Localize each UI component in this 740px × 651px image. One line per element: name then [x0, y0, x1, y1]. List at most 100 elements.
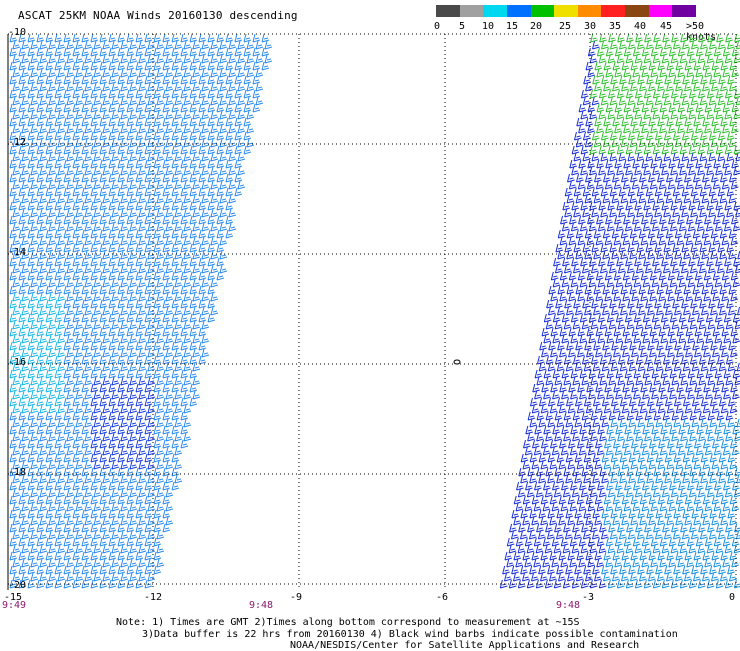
wind-barb	[261, 61, 270, 71]
wind-barb	[609, 530, 618, 540]
wind-barb	[734, 264, 740, 274]
wind-barb	[102, 264, 111, 274]
wind-barb	[120, 418, 129, 428]
wind-barb	[264, 40, 273, 50]
wind-barb	[57, 96, 66, 106]
wind-barb	[36, 509, 45, 519]
wind-barb	[529, 509, 538, 519]
wind-barb	[138, 166, 147, 176]
wind-barb	[126, 229, 135, 239]
wind-barb	[725, 376, 734, 386]
wind-barb	[636, 152, 645, 162]
wind-barb	[634, 257, 642, 267]
wind-barb	[717, 530, 726, 540]
wind-barb	[54, 537, 63, 547]
wind-barb	[174, 474, 183, 484]
wind-barb	[676, 236, 685, 246]
wind-barb	[54, 327, 63, 337]
wind-barb	[12, 68, 21, 78]
wind-barb	[584, 285, 593, 295]
wind-barb	[518, 523, 526, 533]
wind-barb	[93, 194, 102, 204]
wind-barb	[667, 439, 675, 449]
wind-barb	[102, 180, 111, 190]
wind-barb	[261, 33, 270, 43]
wind-barb	[701, 341, 709, 351]
wind-barb	[171, 229, 180, 239]
wind-barb	[630, 516, 638, 526]
wind-barb	[560, 446, 569, 456]
wind-barb	[592, 418, 601, 428]
wind-barb	[520, 565, 528, 575]
wind-barb	[577, 383, 585, 393]
wind-barb	[702, 516, 710, 526]
wind-barb	[698, 523, 706, 533]
wind-barb	[63, 103, 72, 113]
wind-barb	[614, 68, 623, 78]
wind-barb	[631, 439, 639, 449]
wind-barb	[189, 397, 198, 407]
wind-barb	[45, 103, 54, 113]
wind-barb	[36, 495, 45, 505]
wind-barb	[708, 131, 717, 141]
wind-barb	[602, 341, 610, 351]
wind-barb	[666, 404, 675, 414]
wind-barb	[597, 390, 605, 400]
wind-barb	[219, 250, 228, 260]
wind-barb	[598, 544, 607, 554]
wind-barb	[165, 110, 174, 120]
wind-barb	[552, 390, 560, 400]
wind-barb	[668, 103, 677, 113]
wind-barb	[617, 33, 625, 43]
wind-barb	[642, 278, 651, 288]
wind-barb	[717, 187, 726, 197]
wind-barb	[729, 460, 738, 470]
wind-barb	[144, 173, 153, 183]
wind-barb	[705, 369, 714, 379]
wind-barb	[54, 145, 63, 155]
wind-barb	[219, 138, 228, 148]
wind-barb	[135, 159, 144, 169]
wind-barb	[576, 495, 585, 505]
wind-barb	[664, 453, 673, 463]
wind-barb	[688, 89, 697, 99]
wind-barb	[598, 54, 607, 64]
wind-barb	[736, 474, 740, 484]
wind-barb	[207, 89, 216, 99]
wind-barb	[63, 33, 72, 43]
wind-barb	[120, 446, 129, 456]
wind-barb	[228, 82, 237, 92]
wind-barb	[30, 474, 39, 484]
wind-barb	[171, 439, 180, 449]
wind-barb	[605, 47, 614, 57]
wind-barb	[57, 138, 66, 148]
wind-barb	[36, 89, 45, 99]
wind-barb	[120, 236, 129, 246]
wind-barb	[688, 145, 697, 155]
wind-barb	[676, 383, 684, 393]
wind-barb	[660, 369, 669, 379]
wind-barb	[730, 327, 739, 337]
wind-barb	[697, 110, 706, 120]
wind-barb	[635, 355, 644, 365]
wind-barb	[527, 523, 535, 533]
wind-barb	[153, 131, 162, 141]
wind-barb	[661, 544, 670, 554]
wind-barb	[608, 355, 617, 365]
wind-barb	[162, 509, 171, 519]
wind-barb	[246, 96, 255, 106]
wind-barb	[54, 117, 63, 127]
wind-barb	[102, 278, 111, 288]
wind-barb	[650, 537, 659, 547]
note-line-3: NOAA/NESDIS/Center for Satellite Applica…	[290, 640, 640, 651]
wind-barb	[724, 166, 732, 176]
wind-barb	[57, 40, 66, 50]
wind-barb	[27, 75, 36, 85]
wind-barb	[526, 488, 535, 498]
wind-barb	[537, 530, 546, 540]
wind-barb	[709, 474, 717, 484]
wind-barb	[30, 460, 39, 470]
wind-barb	[550, 439, 558, 449]
wind-barb	[135, 355, 144, 365]
wind-barb	[670, 145, 679, 155]
